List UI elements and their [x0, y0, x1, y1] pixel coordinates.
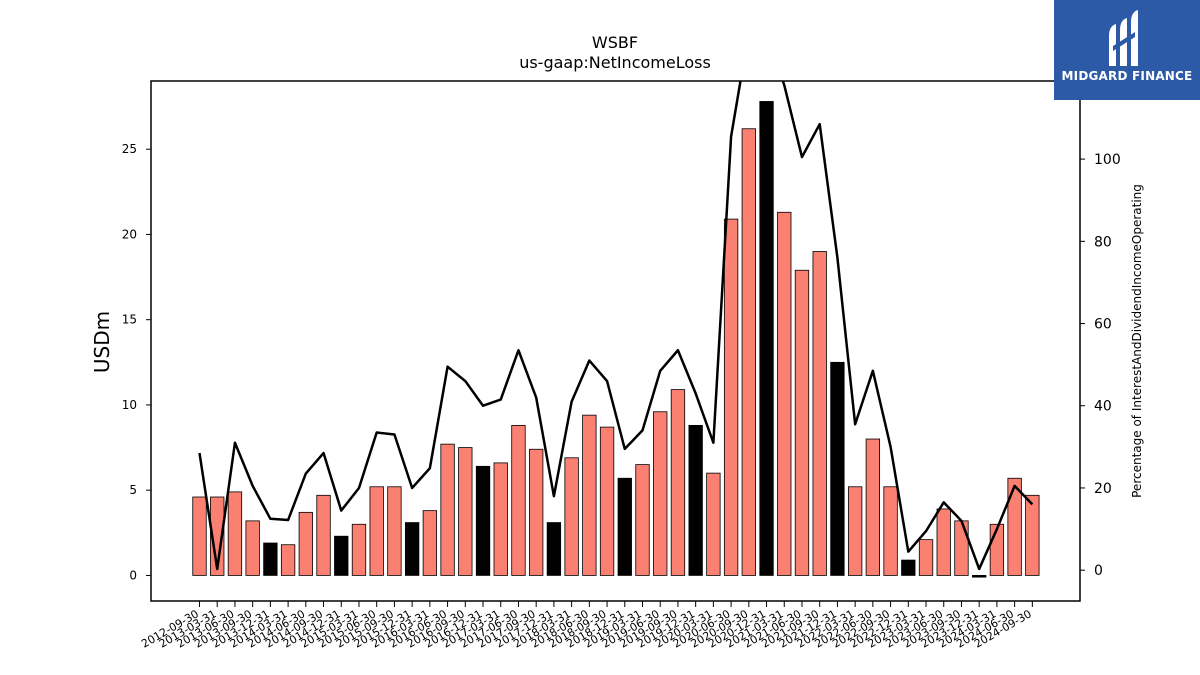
bar-2012-09-30 — [192, 496, 207, 576]
y-tick-label: 25 — [122, 142, 137, 156]
bar-2015-12-31 — [404, 522, 420, 576]
bar-2015-09-30 — [387, 486, 402, 576]
bar-2021-03-31 — [777, 211, 792, 576]
bar-2019-03-31 — [635, 464, 650, 576]
bar-series — [192, 101, 1040, 578]
bar-2021-12-31 — [830, 361, 845, 576]
bar-2017-09-30 — [529, 448, 544, 576]
bar-2022-09-30 — [883, 486, 898, 576]
bar-2023-12-31 — [972, 575, 987, 578]
bar-2015-06-30 — [369, 486, 384, 576]
bar-2014-09-30 — [316, 494, 331, 576]
bar-2021-06-30 — [794, 269, 810, 576]
bar-2014-03-31 — [280, 544, 296, 576]
logo-mark-icon — [1109, 10, 1138, 66]
bar-2019-09-30 — [670, 389, 686, 576]
bar-2015-03-31 — [351, 523, 367, 576]
x-axis: 2012-09-302013-03-312013-06-302013-09-30… — [139, 601, 1034, 651]
bar-2018-09-30 — [599, 426, 615, 576]
bar-2020-12-31 — [759, 101, 774, 576]
chart-title: WSBF — [592, 33, 638, 52]
line-path — [198, 81, 1034, 571]
logo-text: MIDGARD FINANCE — [1061, 69, 1193, 83]
bar-2020-03-31 — [706, 472, 721, 576]
bar-2022-03-31 — [847, 486, 863, 576]
y-axis-label: USDm — [90, 311, 114, 373]
bar-2023-09-30 — [954, 520, 969, 576]
y-tick-label: 10 — [122, 398, 137, 412]
plot-frame — [150, 80, 1081, 602]
y2-tick-label: 20 — [1094, 481, 1112, 497]
y-axis-left: 0 5 10 15 20 25 — [122, 142, 151, 582]
y-tick-label: 20 — [122, 227, 137, 241]
line-series — [198, 81, 1034, 571]
bar-2020-06-30 — [723, 218, 739, 576]
y-axis-right: 0 20 40 60 80 100 — [1080, 152, 1121, 579]
bar-2016-06-30 — [440, 443, 455, 576]
y2-tick-label: 80 — [1094, 234, 1112, 250]
y2-tick-label: 40 — [1094, 399, 1112, 415]
bar-2013-03-31 — [210, 496, 225, 576]
bar-2013-12-31 — [263, 542, 278, 576]
bar-2016-12-31 — [475, 465, 491, 576]
y2-tick-label: 60 — [1094, 317, 1112, 333]
bar-2024-06-30 — [1007, 477, 1022, 576]
bar-2017-06-30 — [511, 424, 526, 576]
bar-2014-12-31 — [334, 535, 349, 576]
bar-2017-03-31 — [493, 462, 508, 576]
bar-2024-09-30 — [1025, 494, 1040, 576]
bar-2020-09-30 — [741, 128, 756, 576]
y2-tick-label: 100 — [1094, 152, 1121, 168]
y-tick-label: 0 — [129, 568, 137, 582]
y-tick-label: 5 — [129, 483, 137, 497]
bar-2016-03-31 — [422, 510, 438, 576]
y2-tick-label: 0 — [1094, 563, 1103, 579]
bar-2023-03-31 — [918, 539, 934, 576]
brand-logo: MIDGARD FINANCE — [1054, 0, 1200, 100]
bar-2017-12-31 — [546, 522, 562, 576]
y2-axis-label: Percentage of InterestAndDividendIncomeO… — [1130, 184, 1144, 498]
bar-2023-06-30 — [936, 508, 951, 576]
bar-2013-09-30 — [245, 520, 260, 576]
chart-subtitle: us-gaap:NetIncomeLoss — [519, 53, 711, 72]
bar-2021-09-30 — [812, 251, 827, 576]
bar-2022-12-31 — [901, 559, 916, 576]
bar-2019-06-30 — [653, 411, 668, 576]
bar-2016-09-30 — [458, 447, 473, 576]
bar-2019-12-31 — [688, 424, 703, 576]
bar-2013-06-30 — [227, 491, 243, 576]
bar-2018-12-31 — [617, 477, 632, 576]
y-tick-label: 15 — [122, 313, 137, 327]
bar-2018-06-30 — [582, 414, 597, 576]
bar-2022-06-30 — [865, 438, 881, 576]
bar-2018-03-31 — [564, 457, 579, 576]
bar-2014-06-30 — [298, 511, 313, 576]
